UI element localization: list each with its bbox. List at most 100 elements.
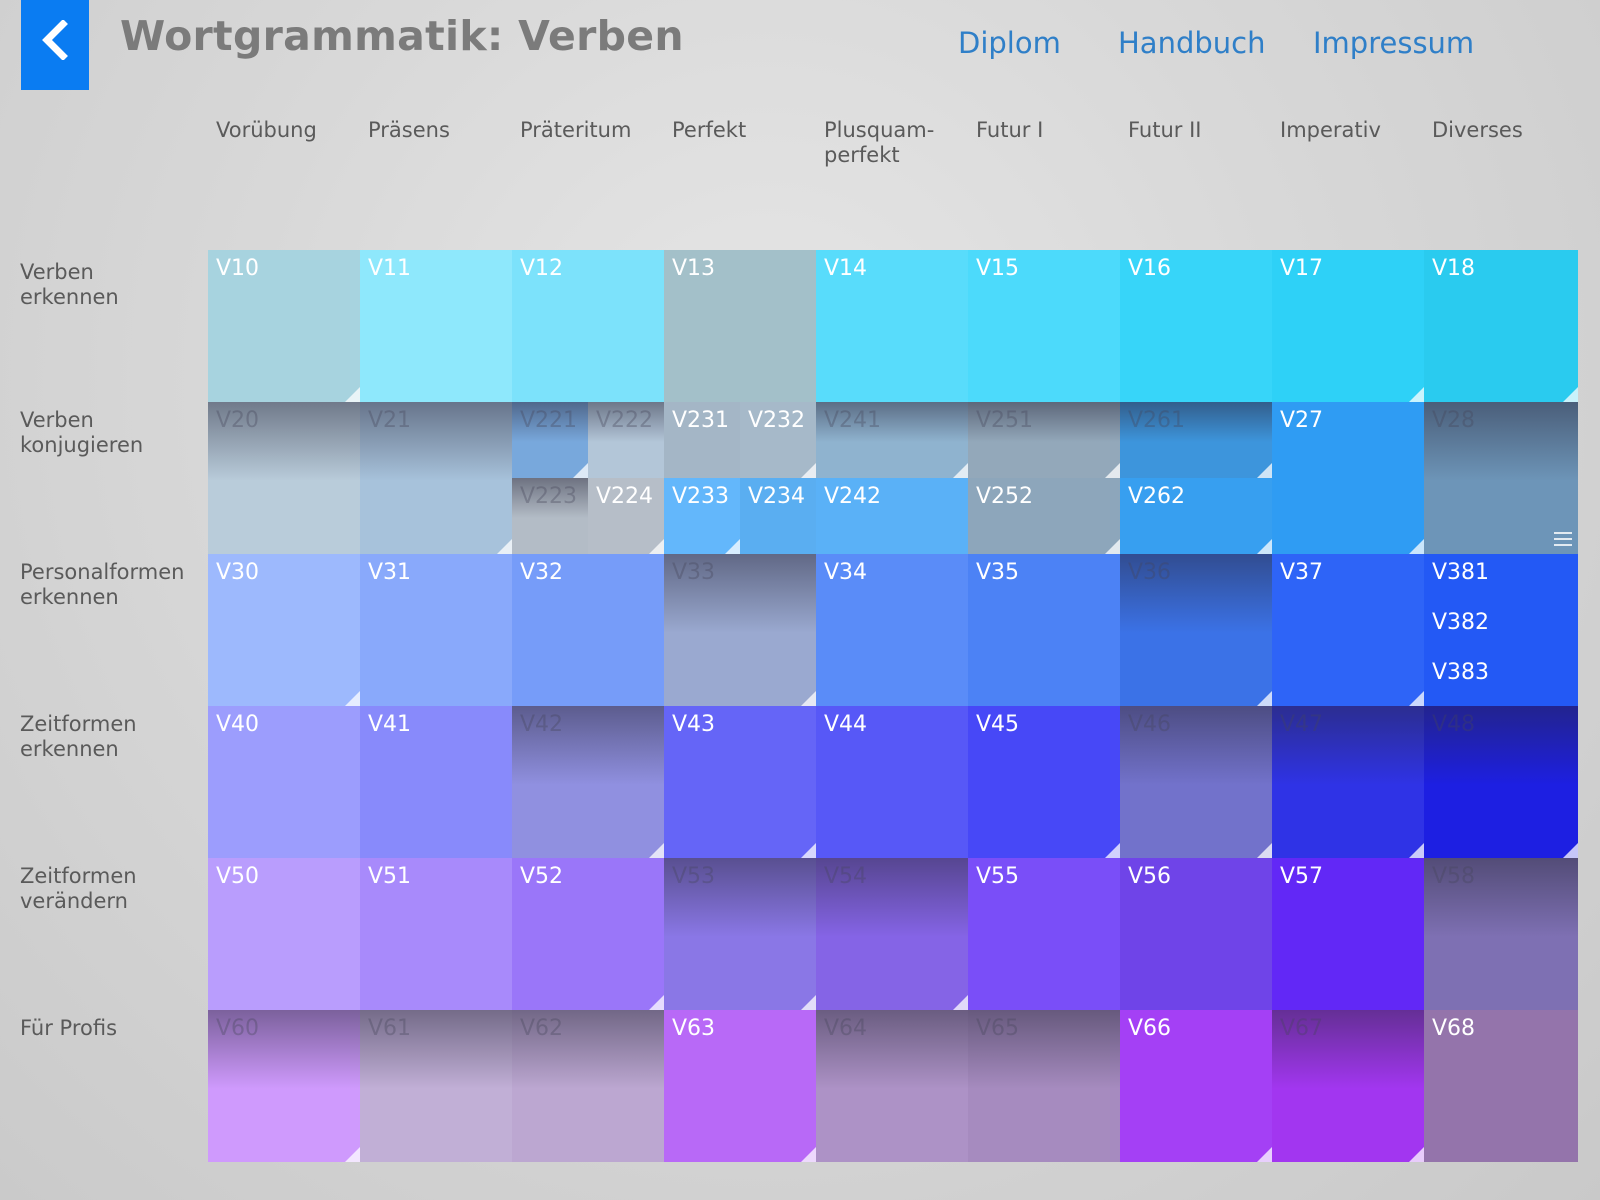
chevron-left-icon [42,20,68,60]
exercise-tile[interactable]: V241 [816,402,968,478]
exercise-tile[interactable]: V64 [816,1010,968,1162]
sub-exercise-link[interactable]: V382 [1432,610,1490,635]
exercise-tile[interactable]: V65 [968,1010,1120,1162]
column-header: Futur II [1128,118,1202,142]
tile-label: V42 [520,712,564,737]
tile-label: V15 [976,256,1020,281]
tile-label: V17 [1280,256,1324,281]
exercise-tile[interactable]: V57 [1272,858,1424,1010]
tile-label: V14 [824,256,868,281]
exercise-tile[interactable]: V68 [1424,1010,1578,1162]
exercise-tile[interactable]: V262 [1120,478,1272,554]
exercise-tile[interactable]: V15 [968,250,1120,402]
exercise-tile[interactable]: V51 [360,858,512,1010]
tile-label: V222 [596,408,654,433]
sub-exercise-link[interactable]: V381 [1432,560,1490,585]
exercise-tile[interactable]: V381 V382 V383 [1424,554,1578,706]
tile-label: V50 [216,864,260,889]
exercise-tile[interactable]: V221 [512,402,588,478]
exercise-tile[interactable]: V37 [1272,554,1424,706]
corner-fold-icon [1105,539,1120,554]
exercise-tile[interactable]: V224 [588,478,664,554]
exercise-tile[interactable]: V33 [664,554,816,706]
exercise-tile[interactable]: V27 [1272,402,1424,554]
exercise-tile[interactable]: V28 [1424,402,1578,554]
tile-label: V48 [1432,712,1476,737]
exercise-tile[interactable]: V53 [664,858,816,1010]
exercise-tile[interactable]: V251 [968,402,1120,478]
tile-label: V221 [520,408,578,433]
exercise-tile[interactable]: V30 [208,554,360,706]
exercise-tile[interactable]: V223 [512,478,588,554]
corner-fold-icon [1105,463,1120,478]
exercise-tile[interactable]: V42 [512,706,664,858]
exercise-tile[interactable]: V16 [1120,250,1272,402]
exercise-tile[interactable]: V10 [208,250,360,402]
tile-label: V41 [368,712,412,737]
exercise-tile[interactable]: V14 [816,250,968,402]
exercise-tile[interactable]: V31 [360,554,512,706]
exercise-tile[interactable]: V21 [360,402,512,554]
exercise-tile[interactable]: V40 [208,706,360,858]
exercise-tile[interactable]: V50 [208,858,360,1010]
exercise-tile[interactable]: V222 [588,402,664,478]
corner-fold-icon [725,539,740,554]
tile-label: V30 [216,560,260,585]
exercise-tile[interactable]: V261 [1120,402,1272,478]
nav-link-handbuch[interactable]: Handbuch [1118,26,1266,60]
exercise-tile[interactable]: V233 [664,478,740,554]
exercise-tile[interactable]: V54 [816,858,968,1010]
exercise-tile[interactable]: V55 [968,858,1120,1010]
exercise-tile[interactable]: V18 [1424,250,1578,402]
tile-label: V58 [1432,864,1476,889]
exercise-tile[interactable]: V58 [1424,858,1578,1010]
corner-fold-icon [1257,843,1272,858]
back-button[interactable] [21,0,89,90]
exercise-tile[interactable]: V56 [1120,858,1272,1010]
tile-label: V241 [824,408,882,433]
exercise-tile[interactable]: V41 [360,706,512,858]
column-header: Plusquam- perfekt [824,118,935,167]
tile-label: V65 [976,1016,1020,1041]
exercise-tile[interactable]: V231 [664,402,740,478]
exercise-tile[interactable]: V67 [1272,1010,1424,1162]
exercise-tile[interactable]: V61 [360,1010,512,1162]
exercise-tile[interactable]: V20 [208,402,360,554]
exercise-tile[interactable]: V44 [816,706,968,858]
nav-link-impressum[interactable]: Impressum [1313,26,1475,60]
exercise-tile[interactable]: V11 [360,250,512,402]
exercise-tile[interactable]: V34 [816,554,968,706]
exercise-tile[interactable]: V62 [512,1010,664,1162]
exercise-tile[interactable]: V60 [208,1010,360,1162]
exercise-tile[interactable]: V13 [664,250,816,402]
exercise-tile[interactable]: V63 [664,1010,816,1162]
exercise-tile[interactable]: V66 [1120,1010,1272,1162]
corner-fold-icon [801,843,816,858]
tile-label: V54 [824,864,868,889]
exercise-tile[interactable]: V52 [512,858,664,1010]
menu-icon[interactable] [1554,532,1572,546]
exercise-tile[interactable]: V17 [1272,250,1424,402]
exercise-tile[interactable]: V242 [816,478,968,554]
exercise-tile[interactable]: V45 [968,706,1120,858]
exercise-tile[interactable]: V48 [1424,706,1578,858]
column-header: Futur I [976,118,1044,142]
exercise-tile[interactable]: V32 [512,554,664,706]
exercise-tile[interactable]: V36 [1120,554,1272,706]
nav-link-diplom[interactable]: Diplom [958,26,1061,60]
tile-label: V242 [824,484,882,509]
exercise-tile[interactable]: V35 [968,554,1120,706]
exercise-tile[interactable]: V232 [740,402,816,478]
sub-exercise-link[interactable]: V383 [1432,660,1490,685]
exercise-tile[interactable]: V43 [664,706,816,858]
exercise-tile[interactable]: V46 [1120,706,1272,858]
exercise-tile[interactable]: V252 [968,478,1120,554]
row-header: Für Profis [20,1016,118,1040]
tile-label: V45 [976,712,1020,737]
exercise-tile[interactable]: V47 [1272,706,1424,858]
exercise-tile[interactable]: V12 [512,250,664,402]
tile-label: V32 [520,560,564,585]
row-header: Verben konjugieren [20,408,144,457]
tile-label: V262 [1128,484,1186,509]
exercise-tile[interactable]: V234 [740,478,816,554]
